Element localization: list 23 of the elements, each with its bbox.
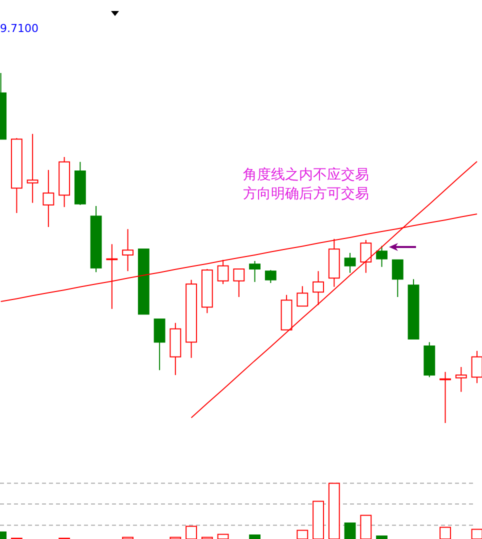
- bar: [344, 522, 356, 539]
- text: 9.7100: [0, 22, 38, 35]
- bar: [186, 526, 198, 539]
- candlestick: [26, 133, 38, 204]
- candlestick: [471, 350, 482, 384]
- annotation: 方向明确后方可交易: [243, 186, 369, 202]
- bar: [312, 500, 324, 539]
- candlestick: [455, 366, 467, 392]
- candlestick: [58, 156, 70, 208]
- bar: [249, 534, 261, 539]
- candlestick: [170, 322, 182, 376]
- bar: [376, 535, 388, 539]
- candlestick: [42, 169, 54, 228]
- annotation: 角度线之内不应交易: [243, 167, 369, 183]
- bar: [360, 514, 372, 539]
- bar: [440, 526, 451, 539]
- candlestick: [328, 238, 340, 288]
- bar: [217, 534, 229, 539]
- bar: [471, 528, 482, 539]
- bar: [328, 482, 340, 539]
- bar: [296, 530, 308, 539]
- candlestick: [122, 228, 134, 272]
- candlestick: [312, 270, 324, 306]
